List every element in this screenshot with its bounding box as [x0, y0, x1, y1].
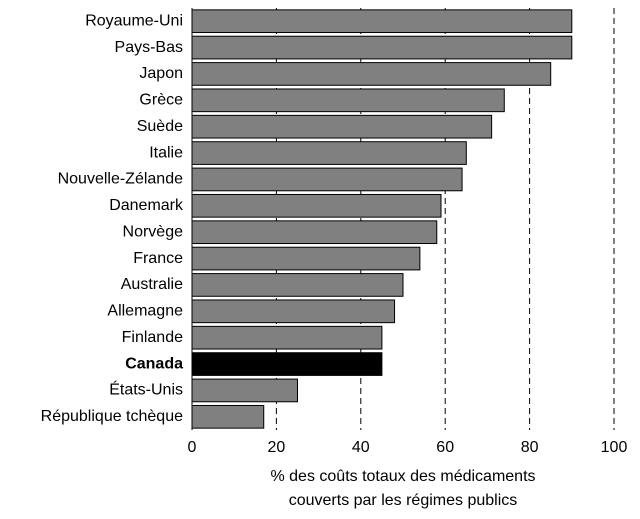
- bar: [191, 404, 265, 429]
- y-tick-label: République tchèque: [41, 408, 183, 425]
- y-tick-label: Danemark: [109, 197, 184, 214]
- y-tick-label: Australie: [121, 276, 183, 293]
- y-tick-label: France: [133, 250, 183, 267]
- x-tick-label: 100: [601, 439, 628, 456]
- bar: [191, 193, 442, 218]
- bar: [191, 62, 552, 86]
- x-tick-label: 0: [188, 439, 197, 456]
- y-tick-label: Norvège: [123, 223, 184, 240]
- bar: [191, 352, 383, 376]
- y-tick-label: États-Unis: [109, 380, 183, 399]
- bar: [191, 88, 505, 113]
- y-tick-label: Pays-Bas: [115, 39, 183, 56]
- bar: [191, 246, 421, 271]
- y-tick-label: Finlande: [122, 329, 183, 346]
- x-tick-label: 40: [352, 439, 370, 456]
- x-tick-label: 60: [436, 439, 454, 456]
- bar: [191, 114, 493, 139]
- y-tick-label: Japon: [139, 65, 183, 82]
- bar: [191, 325, 383, 350]
- y-tick-label: Royaume-Uni: [85, 12, 183, 29]
- y-tick-label: Italie: [149, 144, 183, 161]
- y-tick-label: Grèce: [139, 92, 183, 109]
- y-tick-label: Allemagne: [107, 303, 183, 320]
- y-tick-label: Suède: [137, 118, 183, 135]
- y-tick-label: Canada: [125, 355, 183, 372]
- bar: [191, 35, 573, 60]
- bar: [191, 9, 573, 34]
- bar: [191, 167, 463, 192]
- x-axis-label: couverts par les régimes publics: [289, 492, 518, 509]
- x-axis-label: % des coûts totaux des médicaments: [270, 468, 535, 485]
- bar: [191, 378, 298, 403]
- bar: [191, 220, 438, 245]
- x-tick-label: 20: [268, 439, 286, 456]
- x-tick-label: 80: [521, 439, 539, 456]
- bar: [191, 273, 404, 297]
- bar: [191, 299, 396, 324]
- bar: [191, 141, 467, 165]
- y-tick-label: Nouvelle-Zélande: [58, 171, 184, 188]
